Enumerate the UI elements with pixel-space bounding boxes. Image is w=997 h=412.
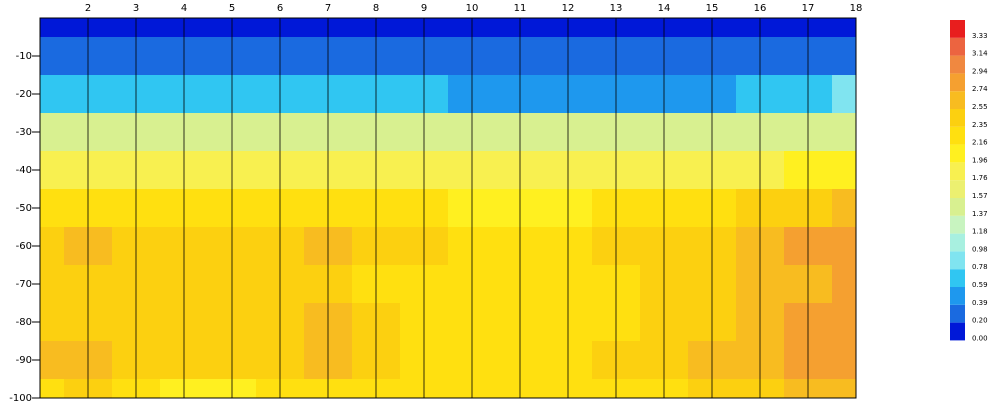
contour-cell bbox=[832, 75, 857, 114]
x-tick-label: 17 bbox=[802, 3, 815, 14]
colorbar-box bbox=[950, 144, 965, 163]
colorbar-box bbox=[950, 55, 965, 74]
y-tick-label: -100 bbox=[9, 393, 32, 404]
colorbar-label: 3.14 bbox=[972, 50, 988, 58]
contour-cell bbox=[40, 189, 65, 228]
x-tick-label: 14 bbox=[658, 3, 671, 14]
colorbar-box bbox=[950, 91, 965, 109]
colorbar-box bbox=[950, 20, 965, 38]
y-tick-label: -30 bbox=[16, 127, 32, 138]
contour-cell bbox=[40, 75, 65, 114]
x-tick-label: 9 bbox=[421, 3, 427, 14]
contour-cell bbox=[40, 37, 65, 76]
x-tick-label: 13 bbox=[610, 3, 623, 14]
colorbar-box bbox=[950, 287, 965, 305]
colorbar-label: 0.00 bbox=[972, 334, 988, 342]
colorbar-box bbox=[950, 180, 965, 198]
colorbar-label: 1.76 bbox=[972, 174, 988, 182]
y-tick-label: -90 bbox=[16, 355, 32, 366]
y-tick-label: -70 bbox=[16, 279, 32, 290]
colorbar-box bbox=[950, 162, 965, 181]
colorbar-label: 0.98 bbox=[972, 245, 988, 253]
y-tick-label: -50 bbox=[16, 203, 32, 214]
contour-cell bbox=[832, 189, 857, 228]
colorbar-label: 2.35 bbox=[972, 121, 988, 129]
contour-cell bbox=[832, 265, 857, 304]
colorbar-box bbox=[950, 215, 965, 234]
colorbar-box bbox=[950, 126, 965, 145]
y-tick-label: -60 bbox=[16, 241, 32, 252]
colorbar-label: 0.39 bbox=[972, 299, 988, 307]
colorbar-label: 2.55 bbox=[972, 103, 988, 111]
x-tick-label: 11 bbox=[514, 3, 527, 14]
contour-cell bbox=[832, 151, 857, 190]
contour-cell bbox=[832, 37, 857, 76]
contour-cell bbox=[40, 113, 65, 152]
x-tick-label: 2 bbox=[85, 3, 91, 14]
plot-frame bbox=[39, 17, 857, 399]
x-tick-label: 15 bbox=[706, 3, 719, 14]
colorbar-label: 1.37 bbox=[972, 210, 988, 218]
contour-cell bbox=[40, 227, 65, 266]
contour-cell bbox=[40, 303, 65, 342]
y-tick-label: -10 bbox=[16, 51, 32, 62]
colorbar-label: 2.16 bbox=[972, 139, 988, 147]
x-tick-label: 4 bbox=[181, 3, 187, 14]
contour-cell bbox=[832, 113, 857, 152]
colorbar-label: 2.74 bbox=[972, 85, 988, 93]
contour-cell bbox=[832, 18, 857, 38]
colorbar-label: 1.96 bbox=[972, 156, 988, 164]
x-tick-label: 3 bbox=[133, 3, 139, 14]
x-tick-label: 10 bbox=[466, 3, 479, 14]
contour-cell bbox=[832, 303, 857, 342]
x-tick-label: 5 bbox=[229, 3, 235, 14]
y-tick-label: -80 bbox=[16, 317, 32, 328]
colorbar-box bbox=[950, 198, 965, 216]
contour-cell bbox=[40, 379, 65, 399]
colorbar-label: 1.57 bbox=[972, 192, 988, 200]
colorbar-label: 0.78 bbox=[972, 263, 988, 271]
colorbar-box bbox=[950, 233, 965, 252]
colorbar-box bbox=[950, 37, 965, 56]
colorbar-label: 0.59 bbox=[972, 281, 988, 289]
x-tick-label: 6 bbox=[277, 3, 283, 14]
colorbar-box bbox=[950, 304, 965, 323]
colorbar-box bbox=[950, 73, 965, 92]
contour-cell bbox=[832, 379, 857, 399]
x-tick-label: 18 bbox=[850, 3, 863, 14]
x-tick-label: 7 bbox=[325, 3, 331, 14]
contour-cell bbox=[40, 265, 65, 304]
y-tick-label: -20 bbox=[16, 89, 32, 100]
colorbar-box bbox=[950, 322, 965, 341]
colorbar-label: 0.20 bbox=[972, 317, 988, 325]
y-tick-label: -40 bbox=[16, 165, 32, 176]
colorbar-box bbox=[950, 269, 965, 287]
colorbar-box bbox=[950, 109, 965, 127]
contour-cell bbox=[40, 341, 65, 380]
contour-cell bbox=[832, 341, 857, 380]
contour-cell bbox=[40, 18, 65, 38]
x-tick-label: 12 bbox=[562, 3, 575, 14]
colorbar-label: 2.94 bbox=[972, 67, 988, 75]
contour-cell bbox=[832, 227, 857, 266]
colorbar-label: 1.18 bbox=[972, 228, 988, 236]
x-tick-label: 8 bbox=[373, 3, 379, 14]
colorbar-box bbox=[950, 251, 965, 270]
contour-cell bbox=[40, 151, 65, 190]
x-tick-label: 16 bbox=[754, 3, 767, 14]
colorbar-label: 3.33 bbox=[972, 32, 988, 40]
